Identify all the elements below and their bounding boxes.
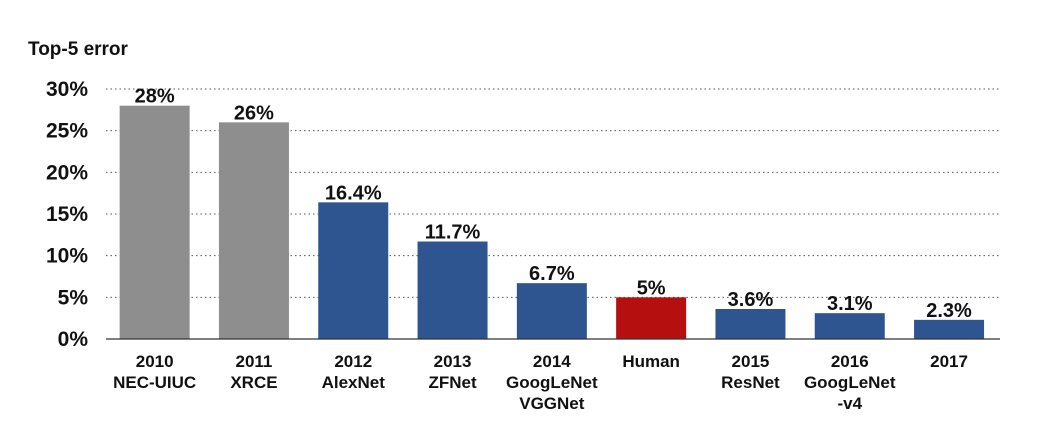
bar [417, 241, 488, 339]
category-label: AlexNet [322, 373, 386, 392]
data-label: 11.7% [425, 222, 481, 244]
category-label: GoogLeNet [804, 373, 896, 392]
value-labels: 28% 26% 16.4% 11.7% 6.7% 5% 3.6% 3.1% 2.3% [135, 86, 972, 322]
y-tick-label: 25% [46, 120, 88, 143]
y-tick-label: 10% [46, 245, 88, 268]
category-label: 2014 [533, 352, 571, 371]
y-tick-label: 30% [46, 78, 88, 101]
category-label: ResNet [721, 373, 780, 392]
data-label: 5% [637, 277, 666, 299]
category-label: VGGNet [519, 394, 585, 413]
bar [814, 313, 885, 339]
category-label: 2017 [930, 352, 968, 371]
category-label: Human [622, 352, 680, 371]
category-label: 2013 [434, 352, 472, 371]
bar [516, 283, 587, 339]
bar [119, 105, 190, 340]
category-label: XRCE [230, 373, 277, 392]
category-labels: 2010 NEC-UIUC 2011 XRCE 2012 AlexNet 2013 ZFNet… [113, 352, 968, 413]
data-label: 28% [135, 86, 175, 108]
category-label: 2012 [334, 352, 372, 371]
bar [715, 309, 786, 339]
y-tick-label: 0% [58, 328, 89, 351]
category-label: NEC-UIUC [113, 373, 196, 392]
y-tick-label: 5% [58, 286, 89, 309]
data-label: 3.1% [827, 293, 873, 315]
data-label: 26% [234, 102, 274, 124]
data-label: 16.4% [325, 182, 382, 204]
category-label: GoogLeNet [506, 373, 598, 392]
y-axis-ticks: 0% 5% 10% 15% 20% 25% 30% [46, 78, 88, 351]
category-label: 2016 [831, 352, 869, 371]
bar [616, 297, 687, 339]
y-tick-label: 20% [46, 161, 88, 184]
bar [318, 202, 389, 339]
category-label: 2010 [136, 352, 174, 371]
data-label: 2.3% [926, 300, 972, 322]
bar [218, 122, 289, 339]
bar [914, 319, 985, 339]
y-axis-title: Top-5 error [28, 39, 129, 60]
bars [119, 105, 985, 340]
data-label: 6.7% [529, 263, 575, 285]
y-tick-label: 15% [46, 203, 88, 226]
category-label: -v4 [837, 394, 862, 413]
category-label: ZFNet [428, 373, 477, 392]
category-label: 2011 [236, 352, 273, 371]
data-label: 3.6% [728, 289, 774, 311]
category-label: 2015 [732, 352, 770, 371]
